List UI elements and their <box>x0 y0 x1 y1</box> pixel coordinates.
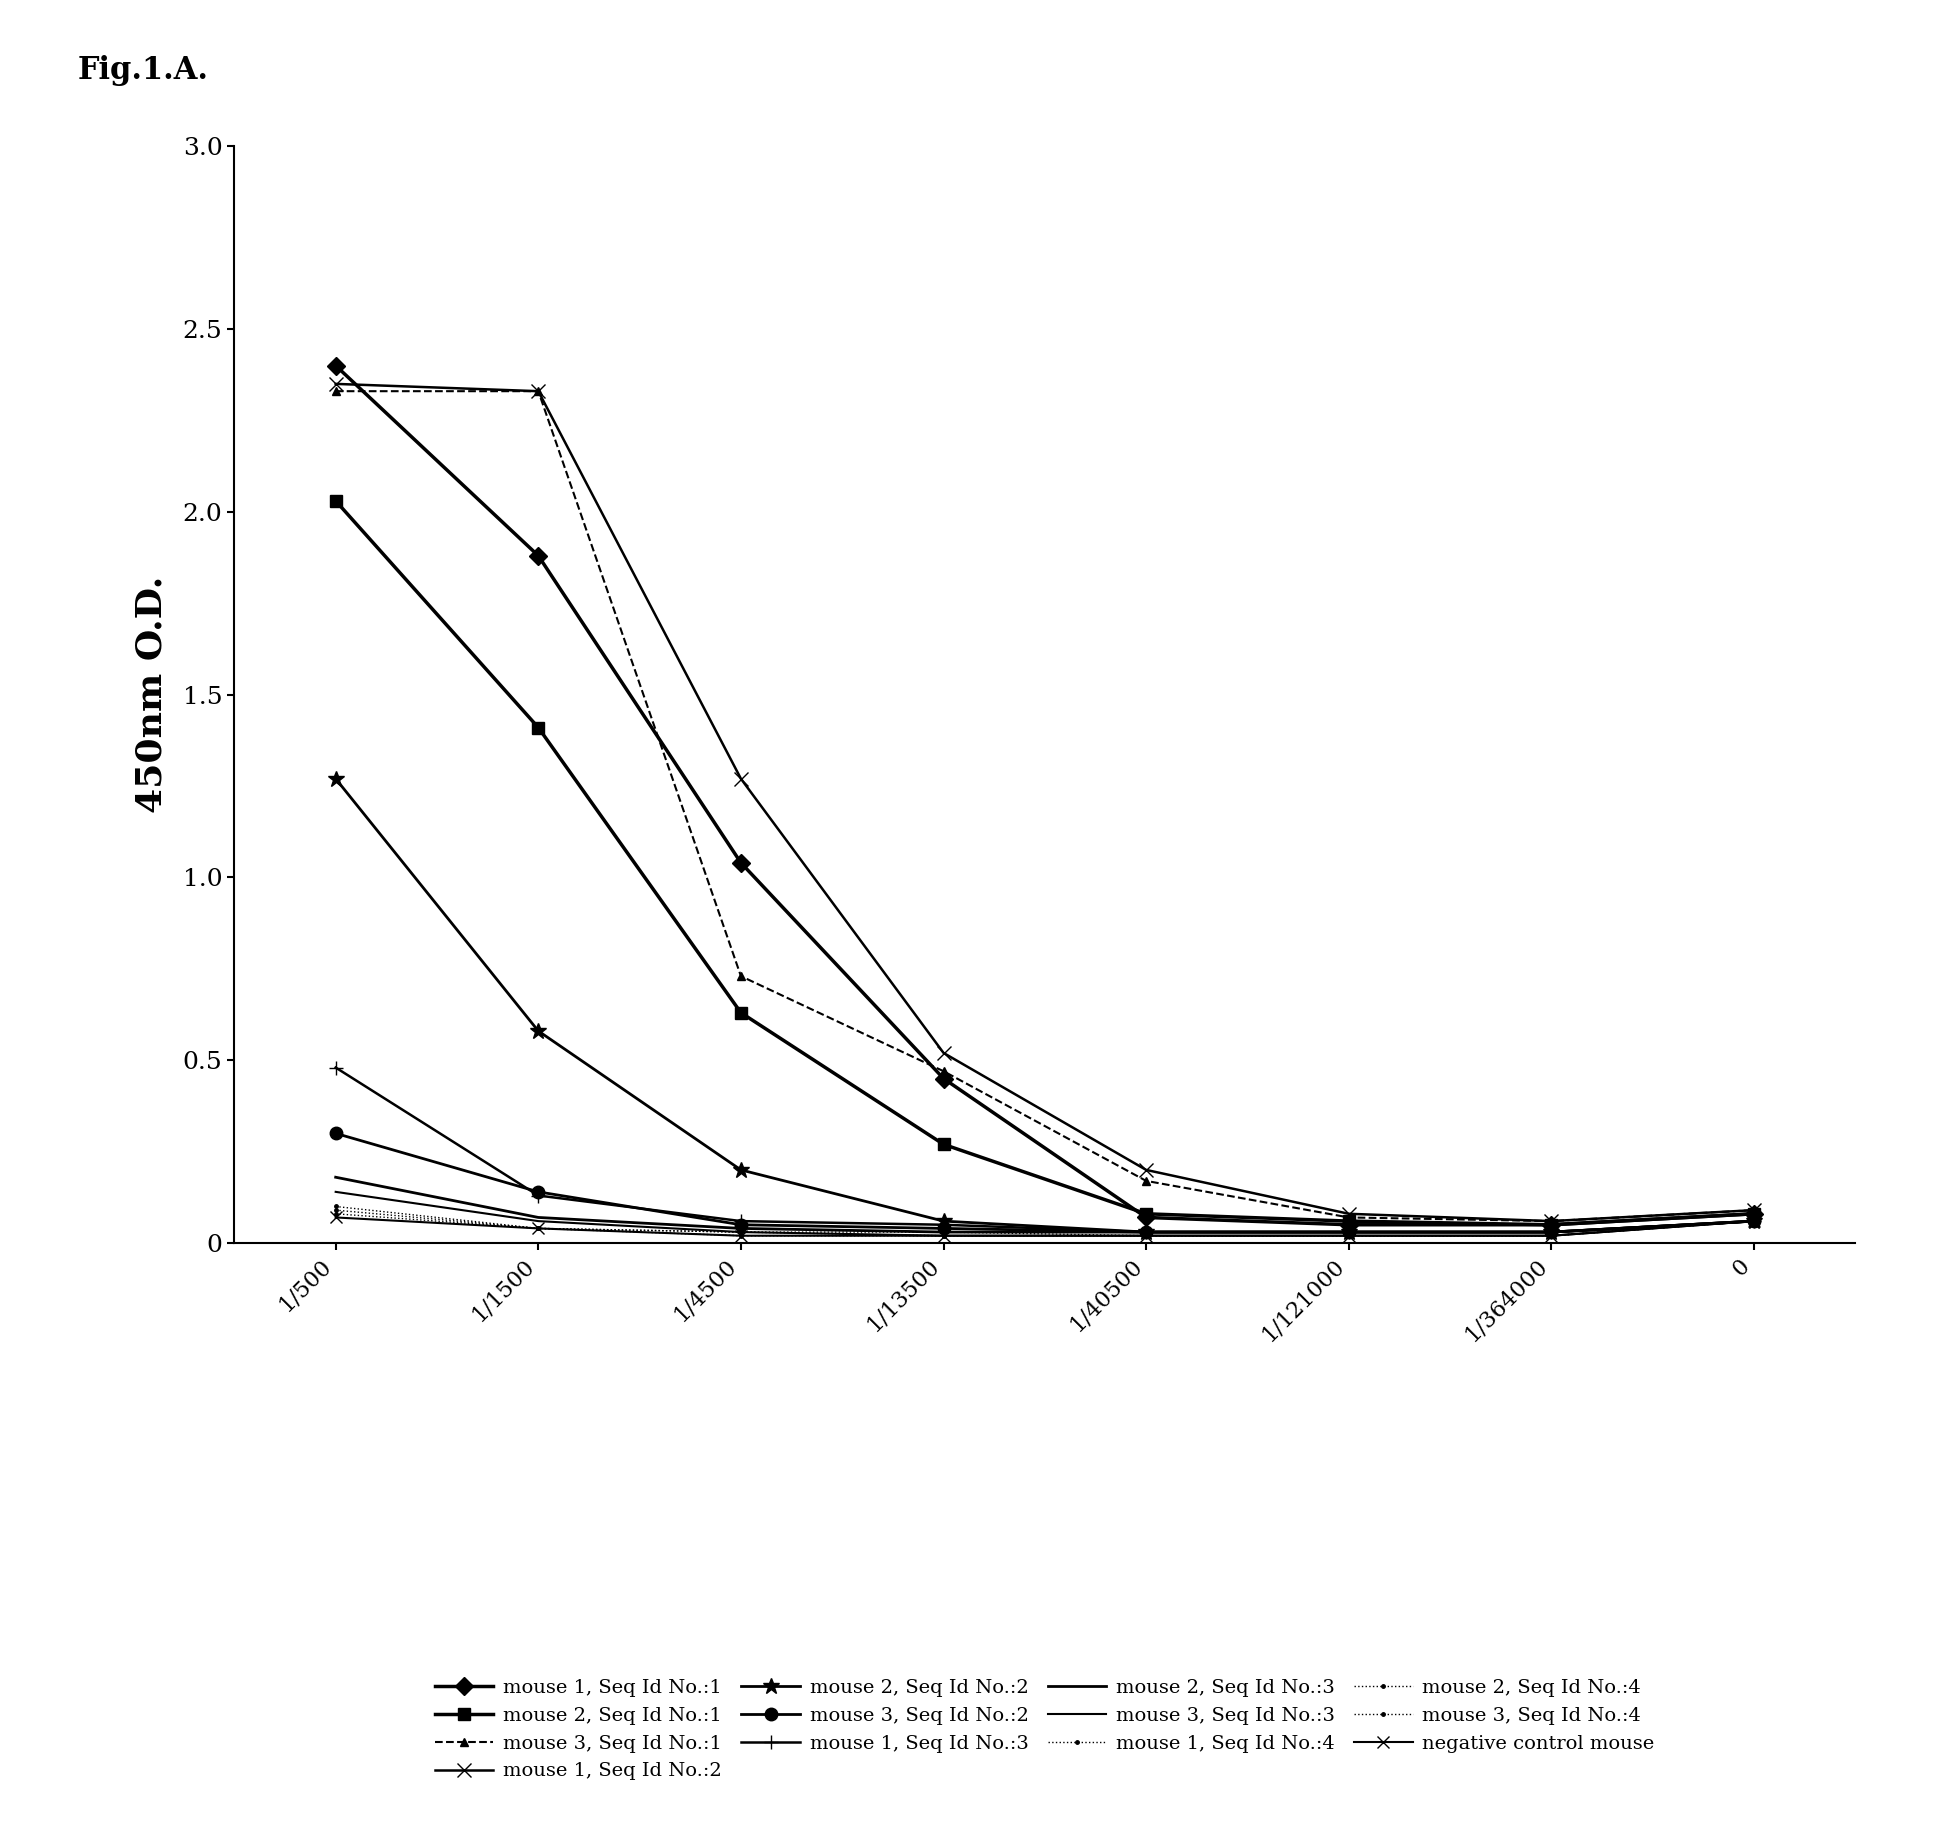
Y-axis label: 450nm O.D.: 450nm O.D. <box>135 576 168 813</box>
Legend: mouse 1, Seq Id No.:1, mouse 2, Seq Id No.:1, mouse 3, Seq Id No.:1, mouse 1, Se: mouse 1, Seq Id No.:1, mouse 2, Seq Id N… <box>426 1669 1664 1790</box>
Text: Fig.1.A.: Fig.1.A. <box>78 55 209 86</box>
